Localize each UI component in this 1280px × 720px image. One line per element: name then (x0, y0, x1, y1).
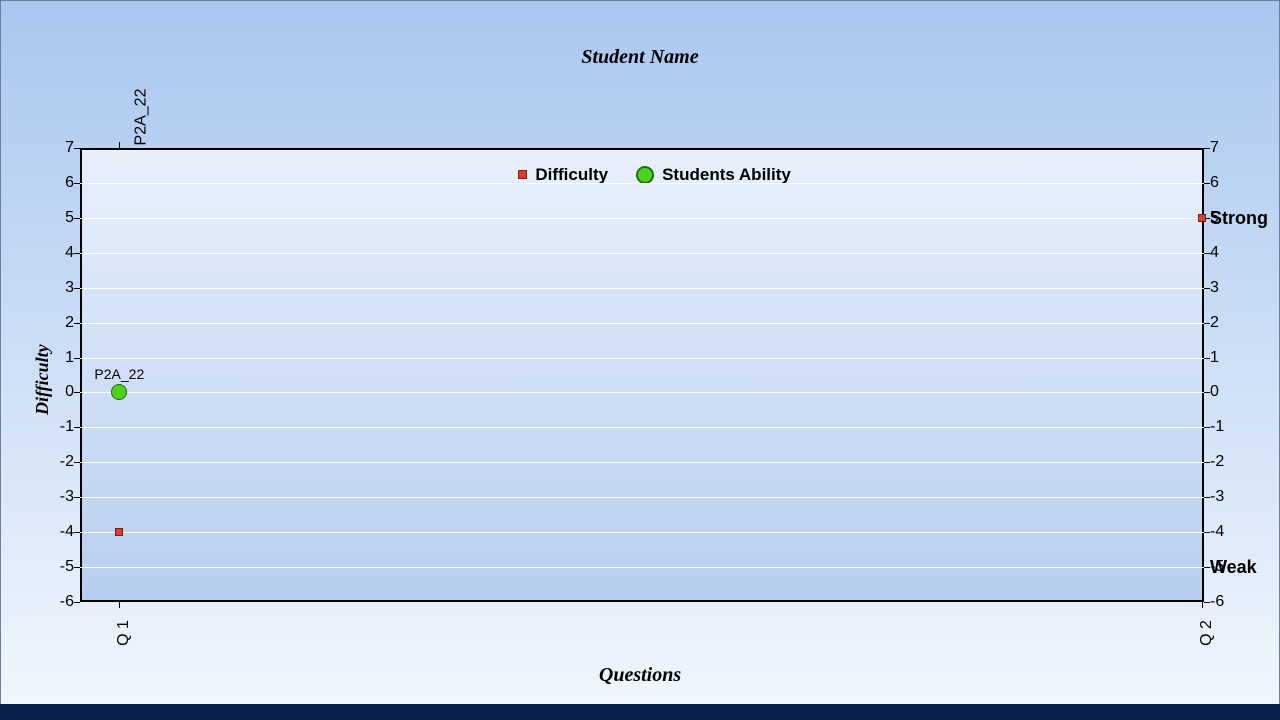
ytick-label-left: 6 (50, 174, 74, 192)
xtick-label: Q 1 (115, 620, 133, 646)
plot-area: Difficulty Students Ability P2A_22 (80, 148, 1204, 602)
ytick-label-right: 1 (1210, 349, 1219, 367)
ytick-label-right: 6 (1210, 174, 1219, 192)
ytick-label-right: 2 (1210, 314, 1219, 332)
ytick-mark (74, 183, 80, 184)
legend-item-difficulty: Difficulty (518, 165, 608, 185)
chart-container: Student Name Difficulty Questions Diffic… (0, 0, 1280, 720)
ytick-label-left: 0 (50, 383, 74, 401)
ytick-label-left: -2 (50, 453, 74, 471)
grid-line (80, 567, 1204, 568)
xtick-label: Q 2 (1198, 620, 1216, 646)
ytick-label-left: -1 (50, 418, 74, 436)
grid-line (80, 427, 1204, 428)
footer-bar (0, 704, 1280, 720)
ytick-mark (74, 253, 80, 254)
ytick-label-left: 7 (50, 139, 74, 157)
grid-line (80, 392, 1204, 393)
ytick-mark (74, 392, 80, 393)
x-axis-label: Questions (0, 664, 1280, 687)
ytick-label-left: 3 (50, 279, 74, 297)
ability-marker (111, 384, 127, 400)
ytick-label-right: -3 (1210, 488, 1224, 506)
xtick-mark (119, 602, 120, 608)
grid-line (80, 323, 1204, 324)
grid-line (80, 183, 1204, 184)
ytick-label-left: 2 (50, 314, 74, 332)
chart-title: Student Name (0, 46, 1280, 69)
top-axis-label: P2A_22 (133, 89, 151, 146)
ytick-mark (74, 148, 80, 149)
ytick-mark (74, 567, 80, 568)
ytick-label-left: -5 (50, 558, 74, 576)
axis-annotation: Weak (1210, 557, 1257, 578)
ytick-mark (74, 602, 80, 603)
legend-label: Difficulty (535, 165, 608, 185)
ytick-label-left: 4 (50, 244, 74, 262)
grid-line (80, 532, 1204, 533)
grid-line (80, 462, 1204, 463)
ytick-label-left: 5 (50, 209, 74, 227)
ytick-mark (74, 218, 80, 219)
difficulty-marker (115, 528, 123, 536)
ytick-label-right: 4 (1210, 244, 1219, 262)
ytick-mark (74, 532, 80, 533)
legend-label: Students Ability (662, 165, 791, 185)
ytick-mark (74, 358, 80, 359)
ytick-label-left: -4 (50, 523, 74, 541)
circle-icon (636, 166, 654, 184)
ytick-label-right: 3 (1210, 279, 1219, 297)
legend: Difficulty Students Ability (518, 165, 791, 185)
xtick-mark-top (119, 142, 120, 148)
ytick-mark (74, 288, 80, 289)
legend-item-ability: Students Ability (636, 165, 791, 185)
ytick-mark (74, 497, 80, 498)
ytick-label-left: 1 (50, 349, 74, 367)
ytick-mark (74, 462, 80, 463)
grid-line (80, 288, 1204, 289)
plot-border (80, 148, 1204, 602)
xtick-mark (1202, 602, 1203, 608)
point-label: P2A_22 (94, 366, 144, 382)
grid-line (80, 358, 1204, 359)
axis-annotation: Strong (1210, 208, 1268, 229)
ytick-label-left: -3 (50, 488, 74, 506)
difficulty-marker (1198, 214, 1206, 222)
ytick-label-right: -2 (1210, 453, 1224, 471)
ytick-label-right: -1 (1210, 418, 1224, 436)
ytick-label-right: -6 (1210, 593, 1224, 611)
ytick-mark (74, 427, 80, 428)
ytick-mark (74, 323, 80, 324)
ytick-label-right: 7 (1210, 139, 1219, 157)
ytick-label-right: -4 (1210, 523, 1224, 541)
square-icon (518, 170, 527, 179)
ytick-label-left: -6 (50, 593, 74, 611)
grid-line (80, 253, 1204, 254)
grid-line (80, 218, 1204, 219)
ytick-label-right: 0 (1210, 383, 1219, 401)
grid-line (80, 497, 1204, 498)
